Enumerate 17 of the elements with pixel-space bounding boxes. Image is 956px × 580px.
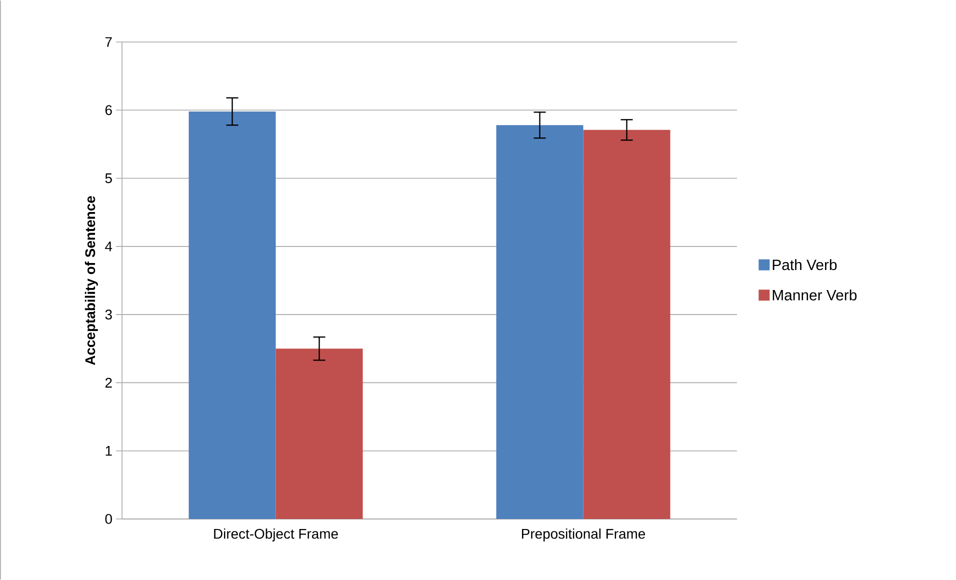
y-tick-label: 7 [105,37,112,47]
legend-label: Path Verb [772,259,837,270]
bar [276,348,363,519]
y-tick-label: 5 [105,173,112,184]
y-tick-label: 0 [105,514,112,524]
y-tick-label: 1 [106,446,112,456]
x-tick-label: Direct-Object Frame [214,528,338,542]
x-tick-label: Prepositional Frame [522,528,646,542]
bar [583,130,670,519]
y-tick-label: 4 [105,242,112,252]
legend-label: Manner Verb [772,289,857,300]
y-tick-label: 2 [105,378,112,388]
y-axis-title: Acceptability of Sentence [84,196,98,366]
bar [496,125,584,519]
y-tick-label: 6 [105,105,112,116]
bar [188,111,276,519]
y-tick-label: 3 [105,310,112,320]
